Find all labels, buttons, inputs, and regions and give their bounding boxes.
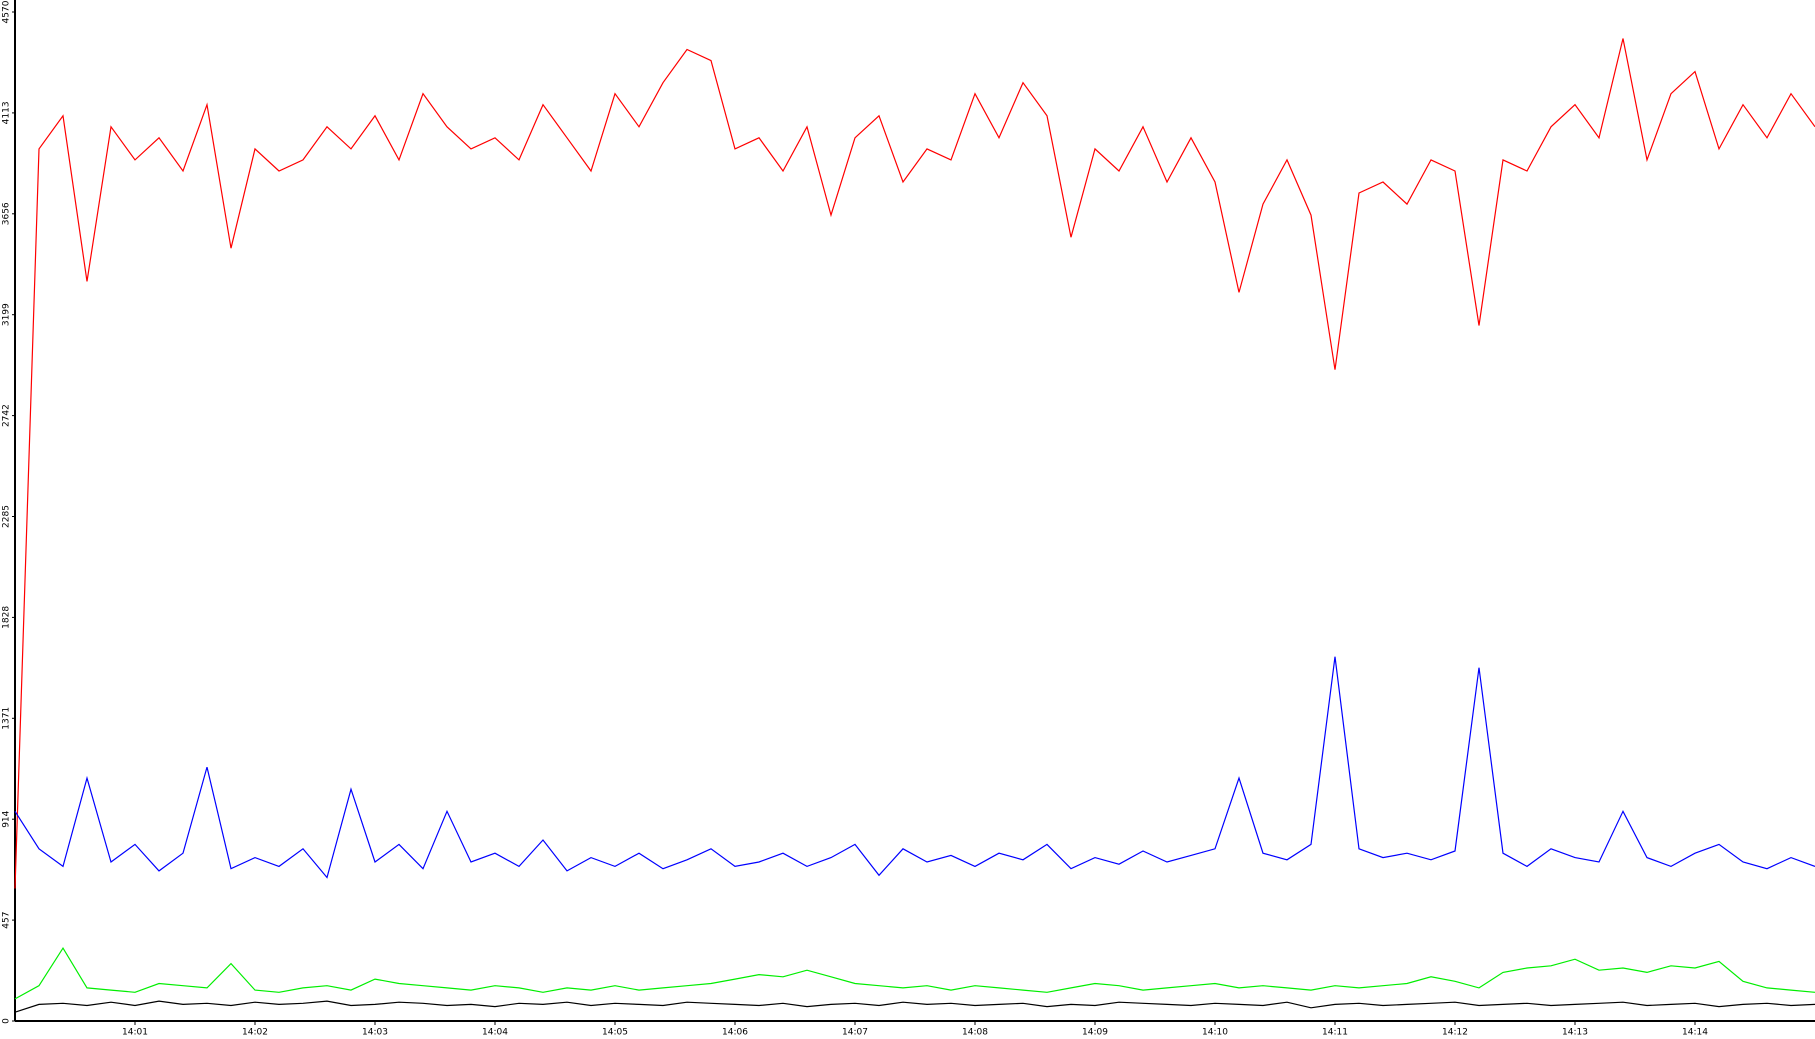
series-line bbox=[14, 656, 1815, 879]
y-tick-label: 4570 bbox=[2, 0, 12, 23]
y-tick-label: 0 bbox=[2, 1018, 12, 1024]
x-tick-label: 14:01 bbox=[122, 1028, 148, 1038]
series-line bbox=[14, 946, 1815, 1000]
x-tick-label: 14:11 bbox=[1322, 1028, 1348, 1038]
x-tick-label: 14:12 bbox=[1442, 1028, 1468, 1038]
y-tick-label: 457 bbox=[2, 912, 12, 929]
y-tick-label: 2742 bbox=[2, 404, 12, 427]
x-tick-label: 14:02 bbox=[242, 1028, 268, 1038]
x-tick-label: 14:09 bbox=[1082, 1028, 1108, 1038]
y-tick-label: 914 bbox=[2, 810, 12, 827]
x-tick-label: 14:03 bbox=[362, 1028, 388, 1038]
y-tick-label: 1371 bbox=[2, 707, 12, 730]
x-tick-label: 14:13 bbox=[1562, 1028, 1588, 1038]
x-tick-label: 14:04 bbox=[482, 1028, 508, 1038]
y-tick-label: 3199 bbox=[2, 303, 12, 326]
x-tick-label: 14:07 bbox=[842, 1028, 868, 1038]
series-line bbox=[14, 38, 1815, 889]
y-tick-label: 4113 bbox=[2, 101, 12, 124]
y-tick-label: 1828 bbox=[2, 606, 12, 629]
x-tick-label: 14:10 bbox=[1202, 1028, 1228, 1038]
x-tick-label: 14:14 bbox=[1682, 1028, 1708, 1038]
series-line bbox=[14, 1000, 1815, 1013]
x-tick-label: 14:08 bbox=[962, 1028, 988, 1038]
y-tick-label: 2285 bbox=[2, 505, 12, 528]
x-tick-label: 14:06 bbox=[722, 1028, 748, 1038]
x-tick-label: 14:05 bbox=[602, 1028, 628, 1038]
y-tick-label: 3656 bbox=[2, 202, 12, 225]
